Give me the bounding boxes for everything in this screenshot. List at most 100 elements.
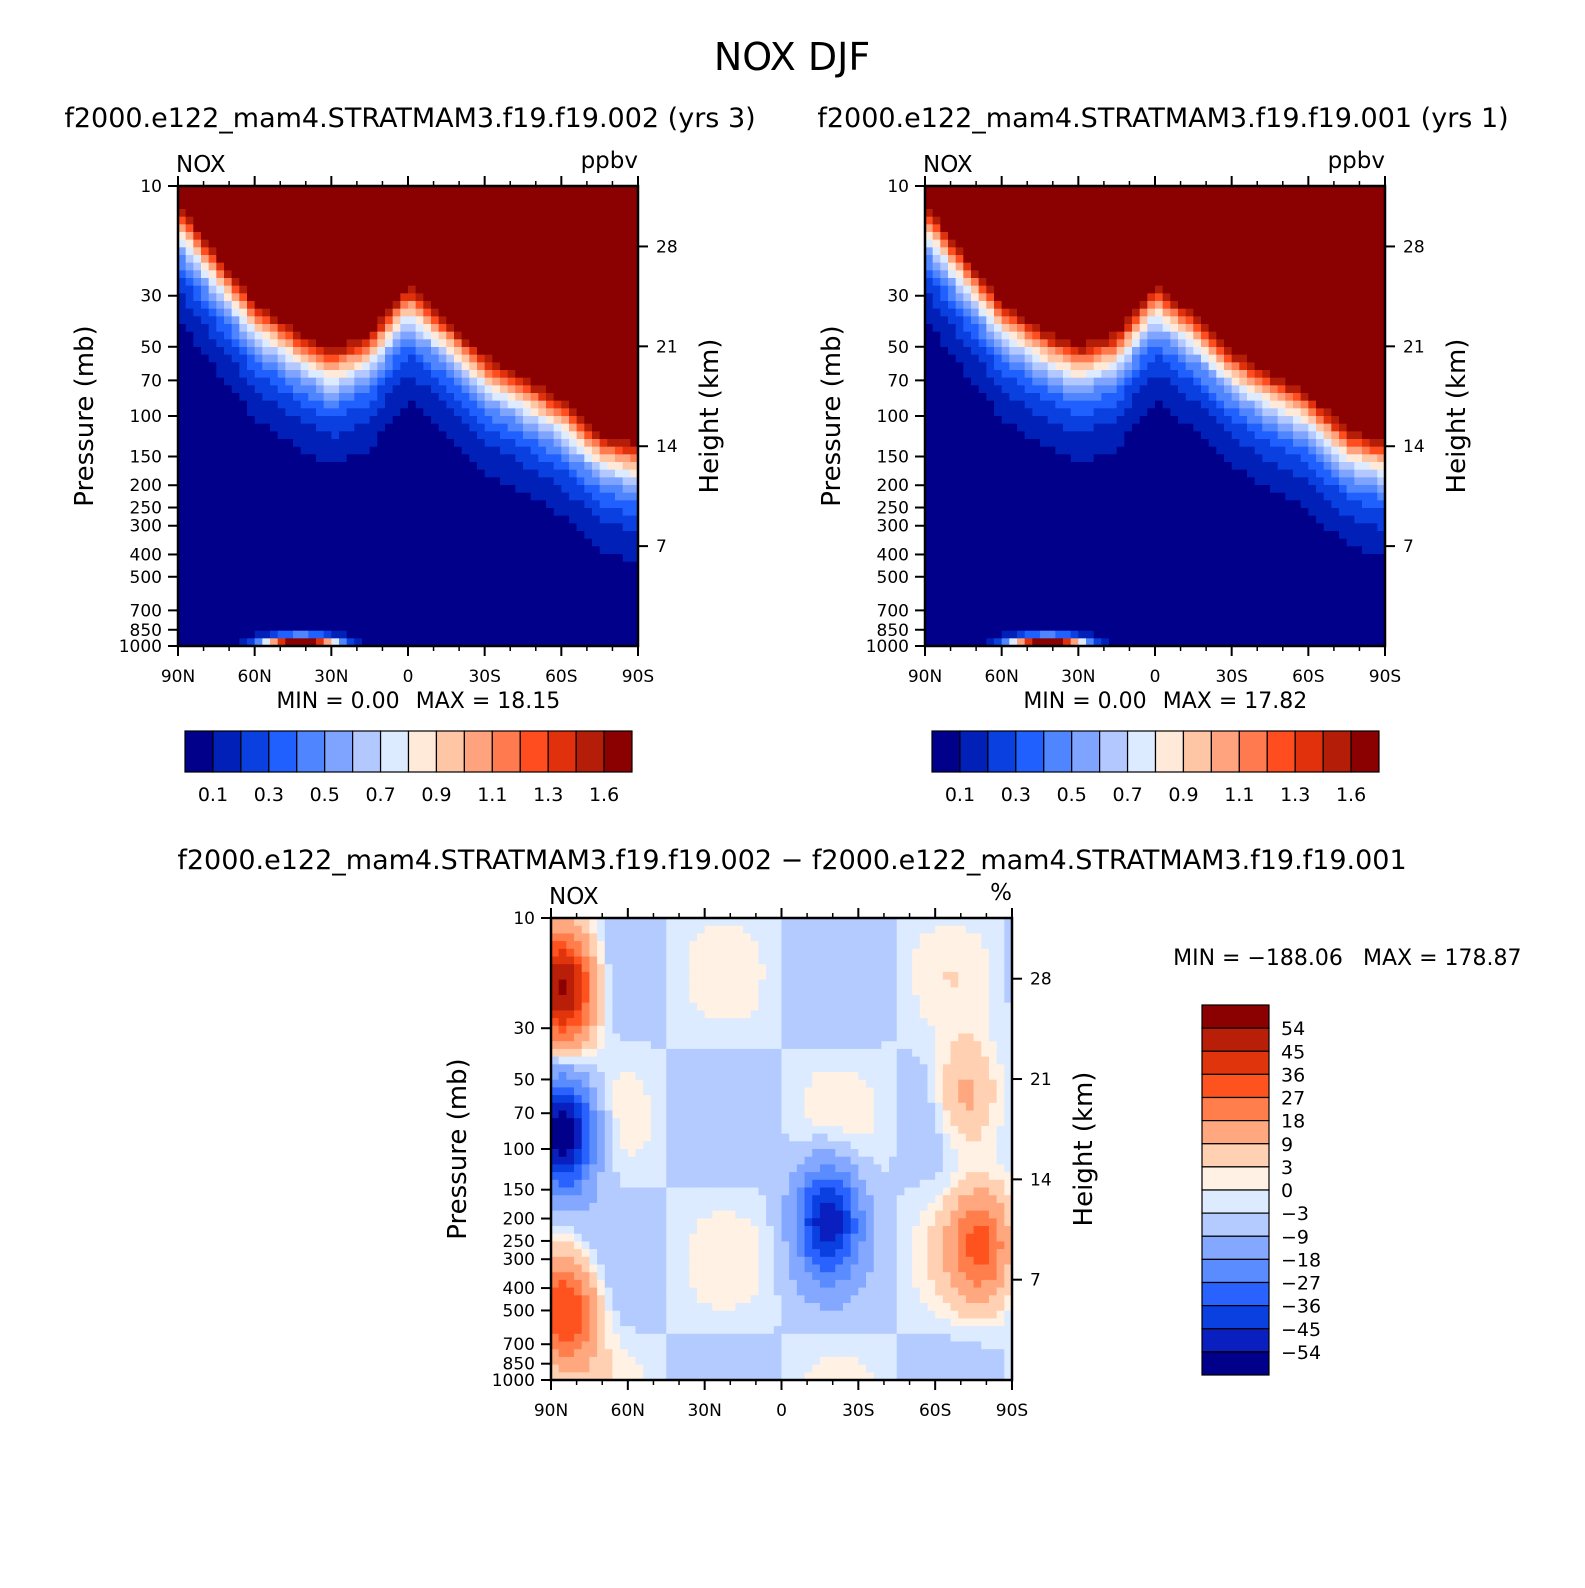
contour-cell [1032, 592, 1041, 601]
contour-cell [408, 492, 417, 501]
contour-cell [978, 255, 987, 264]
contour-cell [484, 446, 493, 455]
contour-cell [963, 423, 972, 432]
contour-cell [323, 508, 332, 517]
contour-cell [300, 193, 309, 202]
contour-cell [178, 531, 187, 540]
contour-cell [446, 531, 455, 540]
contour-cell [1063, 224, 1072, 233]
contour-cell [955, 408, 964, 417]
contour-cell [592, 615, 601, 624]
contour-cell [1063, 554, 1072, 563]
contour-cell [507, 400, 516, 409]
contour-cell [553, 423, 562, 432]
contour-cell [584, 584, 593, 593]
contour-cell [1070, 515, 1079, 524]
contour-cell [285, 377, 294, 386]
contour-cell [300, 293, 309, 302]
contour-cell [477, 362, 486, 371]
contour-cell [538, 485, 547, 494]
contour-cell [308, 630, 317, 639]
contour-cell [438, 615, 447, 624]
contour-cell [178, 561, 187, 570]
contour-cell [515, 584, 524, 593]
contour-cell [1017, 339, 1026, 348]
contour-cell [431, 370, 440, 379]
contour-cell [955, 554, 964, 563]
contour-cell [599, 600, 608, 609]
contour-cell [477, 354, 486, 363]
contour-cell [254, 477, 263, 486]
contour-cell [193, 538, 202, 547]
contour-cell [492, 638, 501, 647]
contour-cell [1032, 600, 1041, 609]
contour-cell [507, 209, 516, 218]
contour-cell [354, 515, 363, 524]
contour-cell [500, 500, 509, 509]
contour-cell [530, 477, 539, 486]
contour-cell [615, 316, 624, 325]
contour-cell [239, 531, 248, 540]
contour-cell [408, 515, 417, 524]
contour-cell [607, 301, 616, 310]
contour-cell [523, 469, 532, 478]
contour-cell [446, 638, 455, 647]
contour-cell [400, 308, 409, 317]
contour-cell [561, 193, 570, 202]
contour-cell [948, 186, 957, 195]
contour-cell [446, 193, 455, 202]
contour-cell [415, 316, 424, 325]
contour-cell [1086, 239, 1095, 248]
contour-cell [971, 347, 980, 356]
contour-cell [484, 523, 493, 532]
contour-cell [1055, 531, 1064, 540]
contour-cell [1047, 584, 1056, 593]
contour-cell [523, 301, 532, 310]
contour-cell [576, 546, 585, 555]
contour-cell [1032, 400, 1041, 409]
contour-cell [484, 569, 493, 578]
contour-cell [454, 316, 463, 325]
contour-cell [178, 339, 187, 348]
contour-cell [362, 324, 371, 333]
contour-cell [523, 308, 532, 317]
contour-cell [454, 232, 463, 241]
contour-cell [1001, 193, 1010, 202]
contour-cell [369, 377, 378, 386]
contour-cell [354, 224, 363, 233]
contour-cell [630, 523, 639, 532]
contour-cell [1040, 615, 1049, 624]
contour-cell [538, 600, 547, 609]
contour-cell [1070, 247, 1079, 256]
contour-cell [270, 592, 279, 601]
contour-cell [323, 255, 332, 264]
contour-cell [1017, 508, 1026, 517]
contour-cell [1063, 584, 1072, 593]
contour-cell [1055, 423, 1064, 432]
contour-cell [178, 554, 187, 563]
contour-cell [285, 462, 294, 471]
contour-cell [216, 508, 225, 517]
contour-cell [561, 607, 570, 616]
contour-cell [469, 462, 478, 471]
contour-cell [963, 607, 972, 616]
contour-cell [963, 193, 972, 202]
contour-cell [377, 492, 386, 501]
contour-cell [622, 423, 631, 432]
contour-cell [569, 561, 578, 570]
contour-cell [185, 477, 194, 486]
contour-cell [561, 339, 570, 348]
contour-cell [523, 393, 532, 402]
contour-cell [1040, 316, 1049, 325]
contour-cell [285, 316, 294, 325]
contour-cell [607, 607, 616, 616]
contour-cell [469, 454, 478, 463]
contour-cell [994, 584, 1003, 593]
contour-cell [431, 324, 440, 333]
contour-cell [247, 508, 256, 517]
contour-cell [484, 278, 493, 287]
contour-cell [308, 255, 317, 264]
contour-cell [515, 347, 524, 356]
contour-cell [469, 561, 478, 570]
contour-cell [971, 255, 980, 264]
